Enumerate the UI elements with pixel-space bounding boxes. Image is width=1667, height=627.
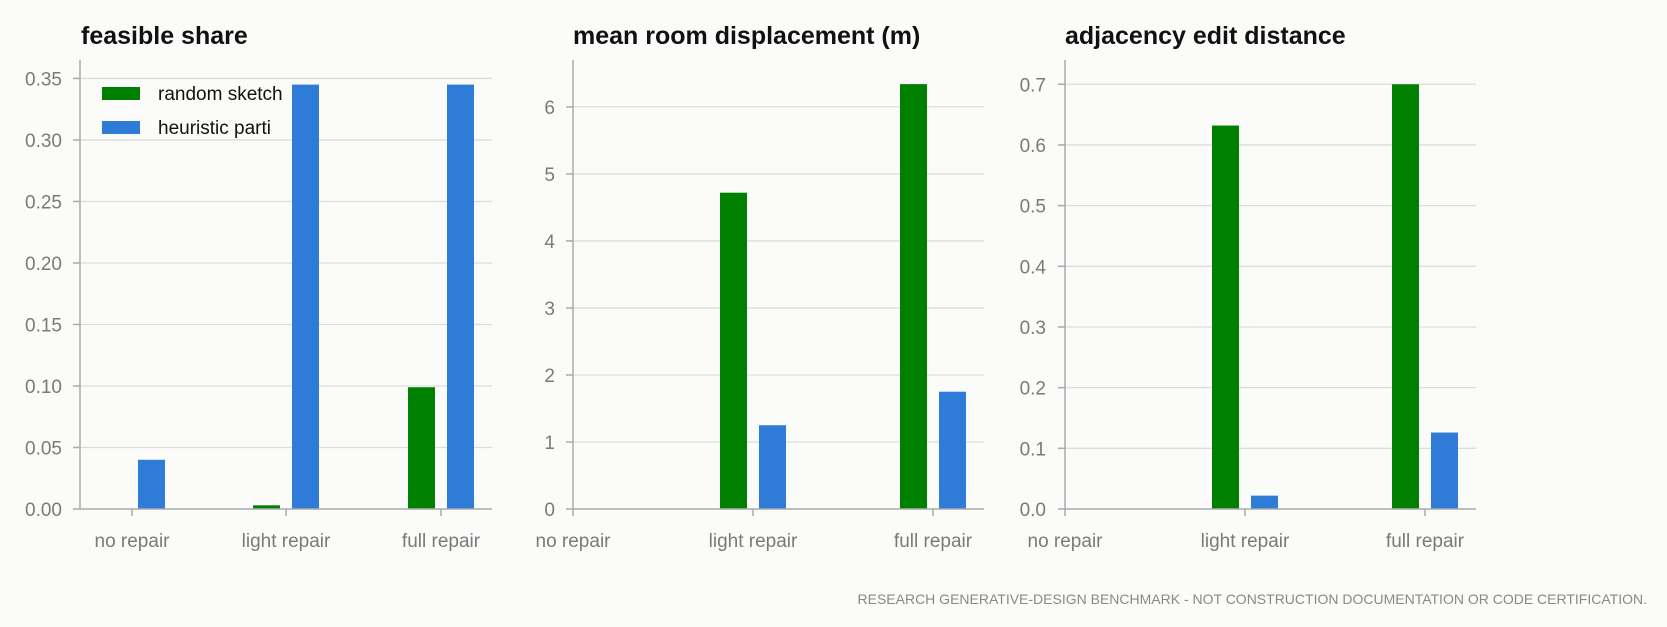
bar-heuristic-parti-light-repair	[1251, 495, 1278, 509]
bar-random-sketch-light-repair	[253, 505, 280, 509]
x-tick-label: light repair	[709, 531, 798, 552]
legend: random sketch heuristic parti	[102, 84, 283, 139]
y-tick-label: 0.25	[25, 192, 62, 213]
bar-random-sketch-full-repair	[408, 387, 435, 509]
bar-random-sketch-light-repair	[1212, 125, 1239, 510]
chart-title: mean room displacement (m)	[573, 22, 920, 50]
y-tick-label: 6	[544, 98, 555, 119]
bar-heuristic-parti-no-repair	[138, 459, 165, 509]
y-tick-label: 0.0	[1020, 500, 1046, 521]
bar-random-sketch-light-repair	[720, 192, 747, 509]
chart-title: adjacency edit distance	[1065, 22, 1346, 50]
y-tick-label: 0.00	[25, 500, 62, 521]
y-tick-label: 0.6	[1020, 136, 1046, 157]
x-tick-label: full repair	[402, 531, 481, 552]
chart-panel-2: mean room displacement (m) 0 1 2 3 4 5 6 no repa…	[536, 22, 984, 552]
bar-heuristic-parti-light-repair	[292, 84, 319, 510]
chart-panel-3: adjacency edit distance 0.0 0.1 0.2 0.3 0.4 0.…	[1020, 22, 1476, 552]
y-tick-label: 0.2	[1020, 379, 1046, 400]
chart-panel-1: feasible share 0.00 0.05 0.10 0.15 0.20 0.25 0.…	[25, 22, 492, 552]
legend-swatch	[102, 121, 140, 134]
chart-title: feasible share	[81, 22, 248, 50]
y-tick-label: 2	[544, 366, 555, 387]
y-tick-label: 0.30	[25, 131, 62, 152]
y-tick-label: 0.1	[1020, 439, 1046, 460]
y-tick-label: 0.20	[25, 254, 62, 275]
y-tick-label: 0	[544, 500, 555, 521]
x-tick-label: no repair	[536, 531, 612, 552]
legend-label: random sketch	[158, 84, 283, 105]
y-tick-label: 0.15	[25, 315, 62, 336]
x-tick-label: full repair	[894, 531, 973, 552]
bar-random-sketch-full-repair	[900, 84, 927, 510]
bar-heuristic-parti-light-repair	[759, 425, 786, 509]
y-tick-label: 0.3	[1020, 318, 1046, 339]
x-tick-label: no repair	[1028, 531, 1104, 552]
y-tick-label: 0.35	[25, 69, 62, 90]
x-tick-label: no repair	[95, 531, 171, 552]
x-tick-label: full repair	[1386, 531, 1465, 552]
y-tick-label: 0.5	[1020, 197, 1046, 218]
bar-heuristic-parti-full-repair	[447, 84, 474, 510]
y-tick-label: 0.10	[25, 377, 62, 398]
y-tick-label: 0.4	[1020, 257, 1047, 278]
x-tick-label: light repair	[1201, 531, 1290, 552]
bar-random-sketch-full-repair	[1392, 84, 1419, 510]
x-tick-label: light repair	[242, 531, 331, 552]
legend-swatch	[102, 87, 140, 100]
y-tick-label: 1	[544, 433, 555, 454]
bar-heuristic-parti-full-repair	[939, 391, 966, 509]
y-tick-label: 0.05	[25, 438, 62, 459]
y-tick-label: 4	[544, 232, 555, 253]
y-tick-label: 5	[544, 165, 555, 186]
bar-heuristic-parti-full-repair	[1431, 432, 1458, 509]
y-tick-label: 0.7	[1020, 75, 1046, 96]
legend-label: heuristic parti	[158, 118, 271, 139]
footer-disclaimer: RESEARCH GENERATIVE-DESIGN BENCHMARK - N…	[858, 591, 1648, 607]
y-tick-label: 3	[544, 299, 555, 320]
